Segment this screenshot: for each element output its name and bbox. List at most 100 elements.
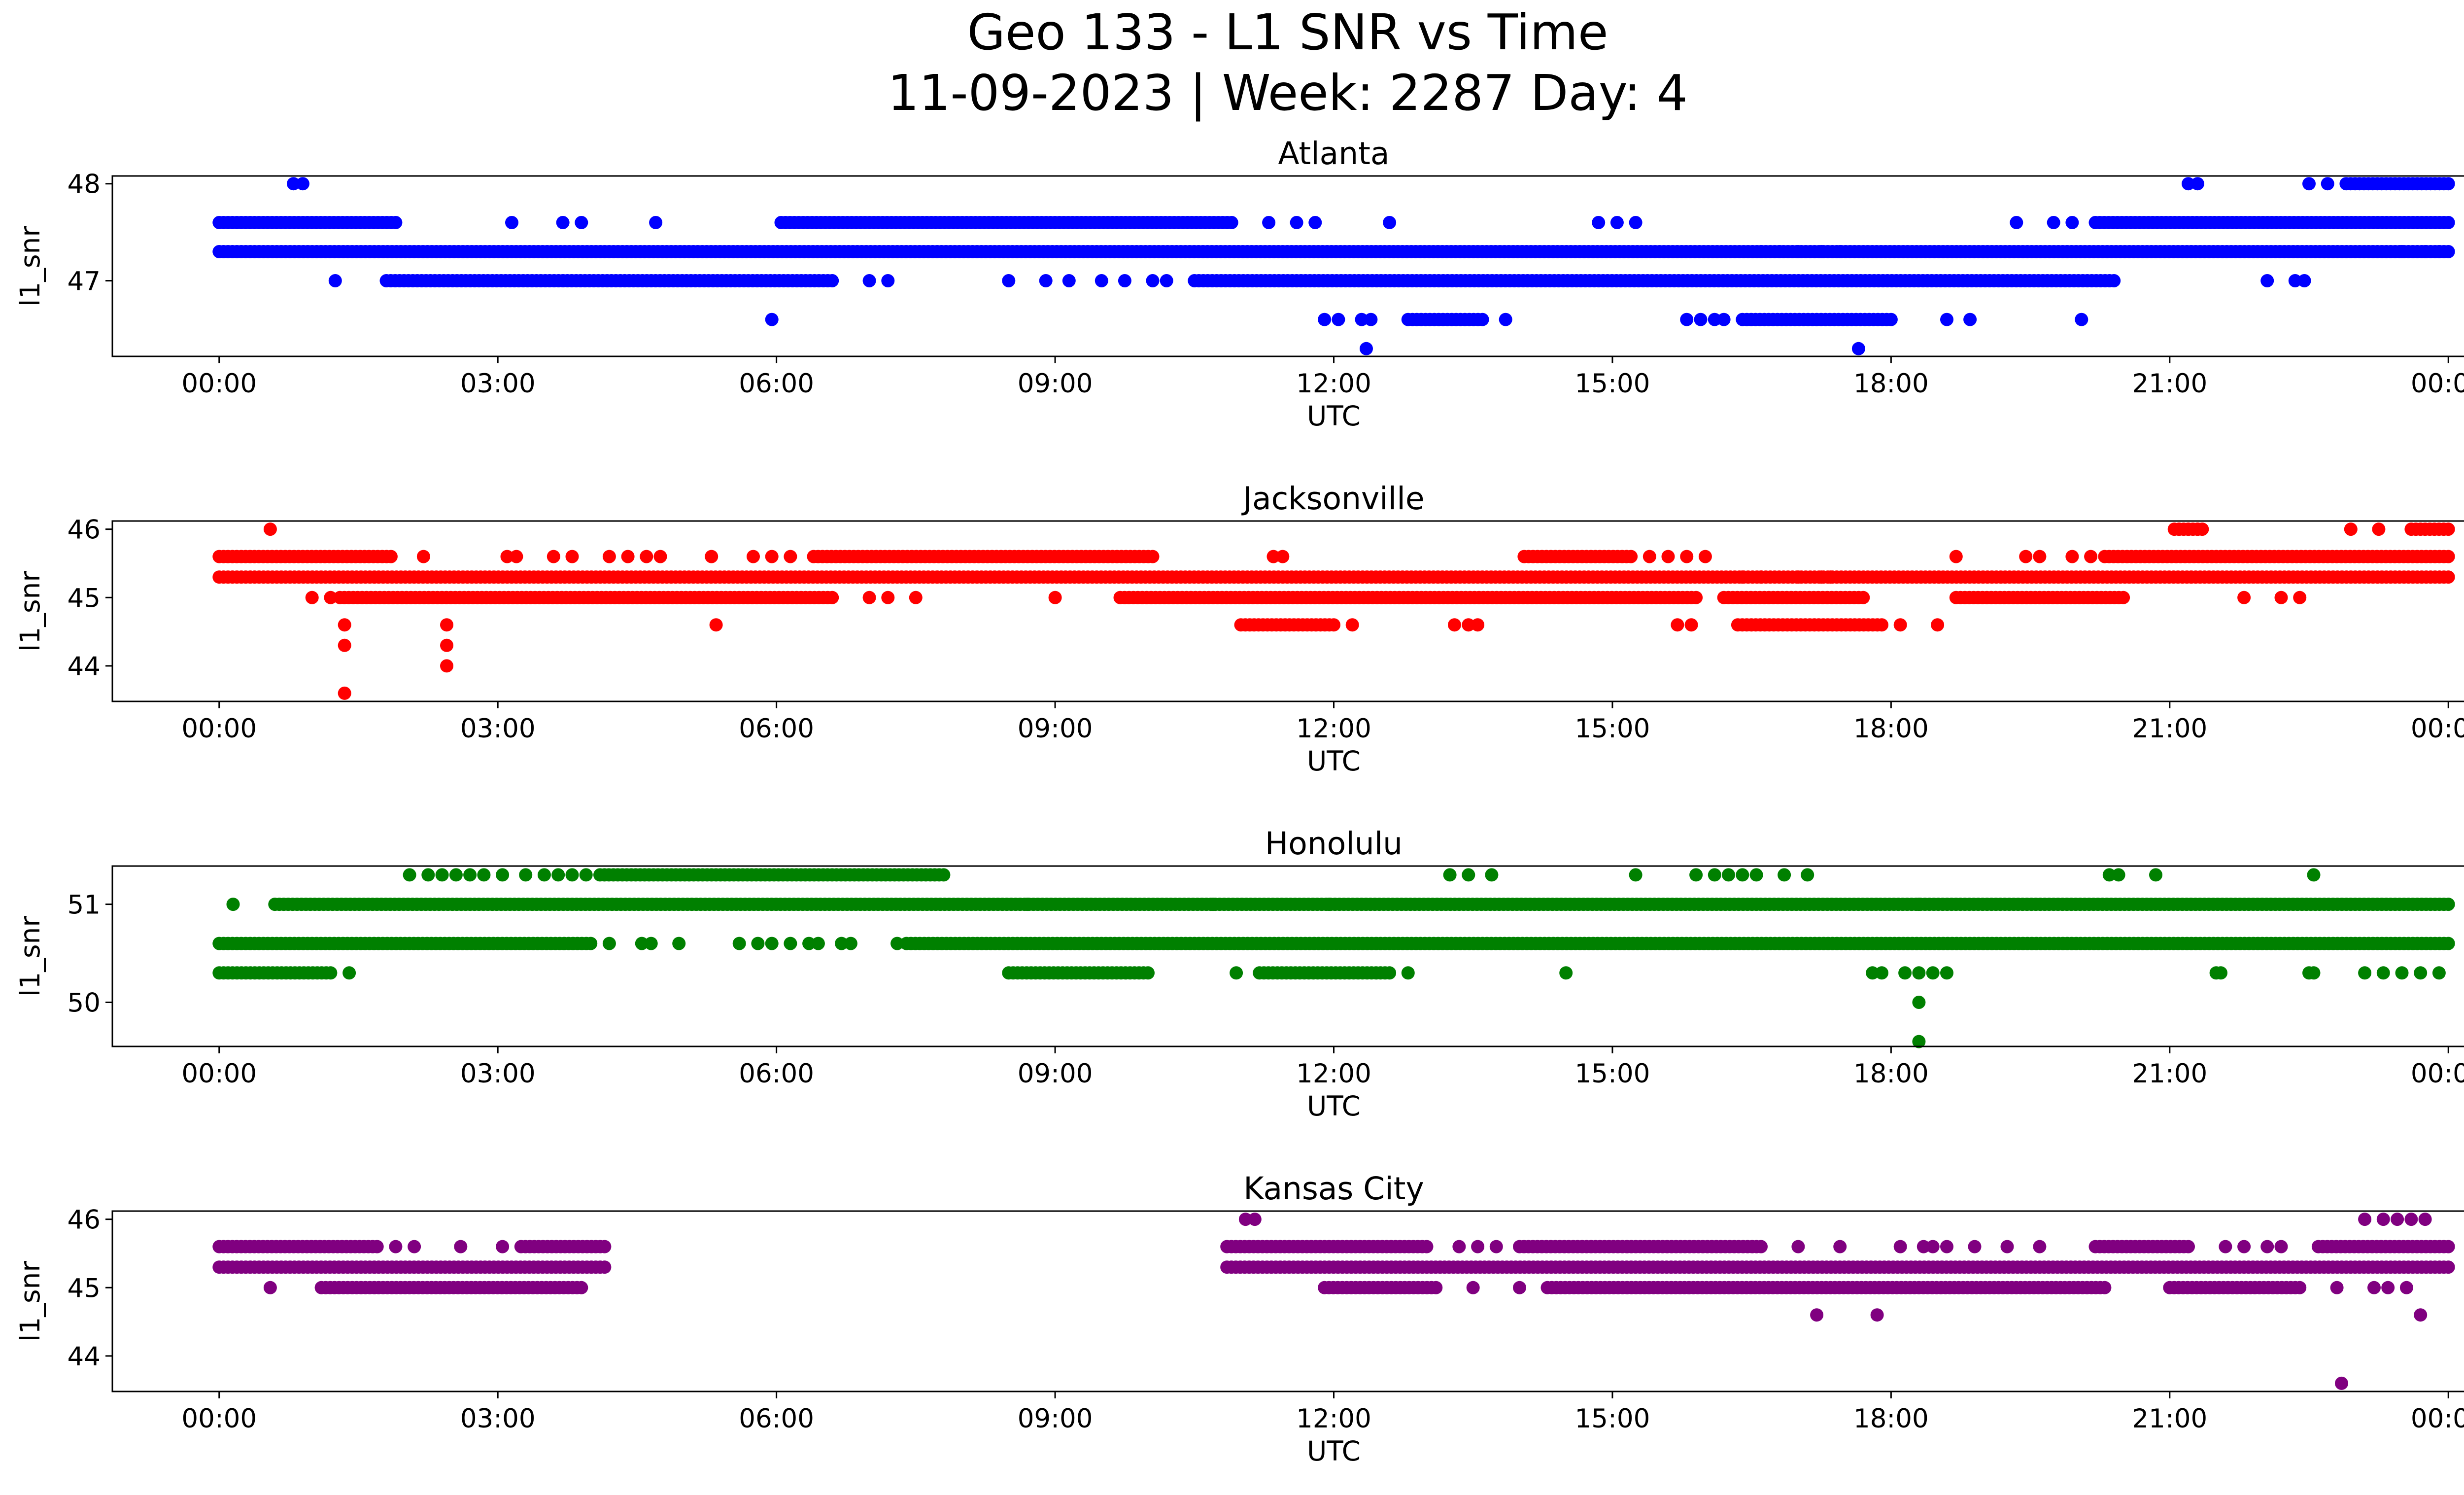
data-point	[1689, 868, 1703, 882]
data-point	[2372, 522, 2386, 536]
data-point	[2321, 177, 2334, 191]
y-tick-label: 50	[68, 988, 101, 1018]
x-tick-label: 15:00	[1575, 1059, 1650, 1089]
x-axis-label: UTC	[1307, 1435, 1361, 1467]
x-tick-label: 12:00	[1296, 1404, 1371, 1434]
data-point	[1475, 313, 1489, 326]
data-point	[1262, 216, 1276, 229]
data-point	[2302, 177, 2316, 191]
y-axis-label: l1_snr	[14, 571, 46, 652]
x-tick-label: 18:00	[1853, 714, 1929, 744]
data-point	[640, 550, 653, 563]
data-point	[802, 937, 816, 950]
data-point	[584, 937, 598, 950]
data-point	[1810, 1308, 1824, 1322]
data-point	[881, 274, 895, 287]
data-point	[1708, 313, 1721, 326]
x-tick-label: 00:00	[2411, 1059, 2464, 1089]
data-point	[2098, 1281, 2112, 1294]
data-point	[747, 550, 760, 563]
data-point	[862, 591, 876, 604]
data-point	[1866, 966, 1880, 980]
data-point	[1322, 898, 1336, 911]
data-point	[825, 591, 839, 604]
data-point	[1773, 245, 1786, 258]
data-point	[1884, 313, 1898, 326]
data-point	[2260, 1240, 2274, 1253]
data-point	[2358, 966, 2372, 980]
data-point	[2441, 937, 2455, 950]
data-point	[2441, 898, 2455, 911]
data-point	[1429, 1281, 1443, 1294]
data-point	[1968, 1240, 1982, 1253]
data-point	[732, 937, 746, 950]
data-point	[890, 937, 904, 950]
data-point	[1689, 591, 1703, 604]
data-point	[705, 550, 719, 563]
data-point	[1870, 1308, 1884, 1322]
x-tick-label: 12:00	[1296, 714, 1371, 744]
data-point	[440, 618, 453, 632]
data-point	[2367, 1281, 2381, 1294]
data-point	[2441, 550, 2455, 563]
data-point	[881, 591, 895, 604]
data-point	[2441, 1240, 2455, 1253]
y-tick-label: 45	[68, 1273, 101, 1303]
scatter-points	[212, 177, 2455, 355]
data-point	[500, 550, 514, 563]
scatter-points	[212, 868, 2455, 1048]
data-point	[811, 937, 825, 950]
data-point	[2330, 1281, 2344, 1294]
data-point	[1332, 313, 1345, 326]
x-tick-label: 03:00	[460, 1404, 536, 1434]
subplot-title: Kansas City	[1243, 1171, 1424, 1207]
data-point	[2237, 591, 2251, 604]
data-point	[389, 1240, 403, 1253]
data-point	[338, 638, 351, 652]
data-point	[1912, 966, 1926, 980]
data-point	[598, 1260, 612, 1274]
data-point	[1856, 591, 1870, 604]
x-tick-label: 21:00	[2132, 714, 2207, 744]
data-point	[408, 1240, 421, 1253]
data-point	[1629, 868, 1643, 882]
data-point	[1471, 1240, 1485, 1253]
subplots-group: Atlanta 00:00 03:00 06:00 09:00 12:00 15:00 18:…	[14, 136, 2464, 1467]
data-point	[384, 550, 398, 563]
data-point	[1926, 1240, 1940, 1253]
data-point	[844, 937, 857, 950]
data-point	[2288, 274, 2302, 287]
data-point	[2065, 216, 2079, 229]
data-point	[709, 618, 723, 632]
data-point	[2414, 1308, 2428, 1322]
data-point	[1308, 216, 1322, 229]
x-tick-label: 03:00	[460, 369, 536, 399]
data-point	[2293, 1281, 2307, 1294]
data-point	[2033, 1240, 2047, 1253]
x-tick-label: 00:00	[2411, 714, 2464, 744]
data-point	[765, 550, 779, 563]
data-point	[263, 1281, 277, 1294]
data-point	[1749, 868, 1763, 882]
data-point	[1118, 274, 1131, 287]
data-point	[2214, 966, 2227, 980]
data-point	[575, 216, 588, 229]
x-tick-label: 03:00	[460, 1059, 536, 1089]
data-point	[2260, 274, 2274, 287]
data-point	[305, 591, 319, 604]
data-point	[2432, 245, 2446, 258]
data-point	[1893, 618, 1907, 632]
data-point	[1680, 550, 1694, 563]
data-point	[1290, 216, 1303, 229]
data-point	[1791, 1240, 1805, 1253]
data-point	[2084, 550, 2098, 563]
data-point	[2237, 1240, 2251, 1253]
data-point	[1452, 1240, 1466, 1253]
data-point	[2395, 245, 2409, 258]
data-point	[2418, 1213, 2432, 1226]
data-point	[1002, 274, 1016, 287]
data-point	[1833, 1240, 1847, 1253]
x-tick-label: 00:00	[181, 714, 257, 744]
data-point	[1940, 966, 1953, 980]
data-point	[1629, 216, 1643, 229]
